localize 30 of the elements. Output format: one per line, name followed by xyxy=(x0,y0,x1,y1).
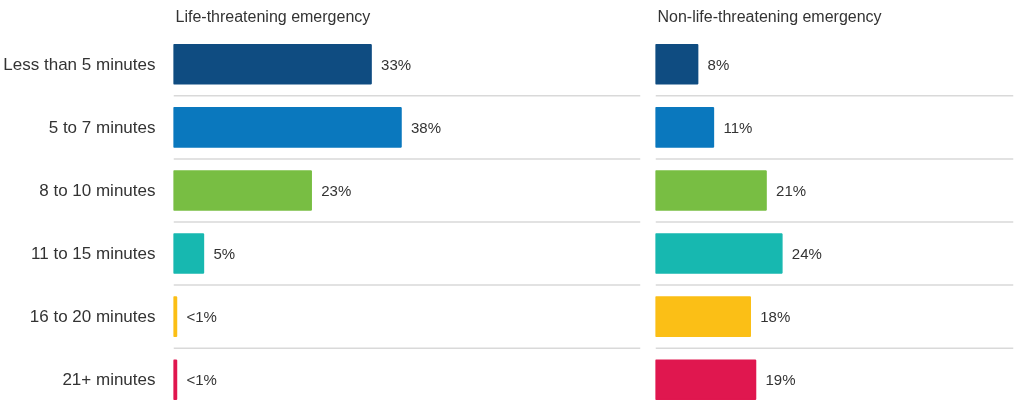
data-label: <1% xyxy=(186,308,217,326)
bar xyxy=(655,107,715,148)
data-label: 8% xyxy=(707,55,730,73)
y-tick-label: 16 to 20 minutes xyxy=(29,307,156,327)
bar xyxy=(173,43,372,85)
bar xyxy=(655,233,783,274)
data-label: 21% xyxy=(776,181,807,199)
data-label: 5% xyxy=(213,245,236,263)
bar xyxy=(173,107,402,148)
bar xyxy=(655,170,767,211)
y-tick-label: 11 to 15 minutes xyxy=(31,244,156,264)
bar xyxy=(655,296,752,337)
data-label: 23% xyxy=(321,181,352,199)
chart-title: Life-threatening emergency xyxy=(175,7,371,25)
y-tick-label: 21+ minutes xyxy=(62,370,156,390)
bar xyxy=(655,43,699,85)
data-label: 24% xyxy=(791,245,822,263)
y-tick-label: Less than 5 minutes xyxy=(3,54,156,74)
data-label: 33% xyxy=(381,55,412,73)
data-label: 38% xyxy=(411,118,442,136)
bar xyxy=(655,359,757,401)
data-label: 18% xyxy=(760,308,791,326)
data-label: <1% xyxy=(186,371,217,389)
bar xyxy=(173,170,312,211)
y-tick-label: 5 to 7 minutes xyxy=(48,117,156,137)
data-label: 11% xyxy=(723,118,753,136)
bar xyxy=(173,233,205,274)
y-tick-label: 8 to 10 minutes xyxy=(39,180,156,200)
chart-title: Non-life-threatening emergency xyxy=(657,7,882,25)
data-label: 19% xyxy=(765,371,796,389)
